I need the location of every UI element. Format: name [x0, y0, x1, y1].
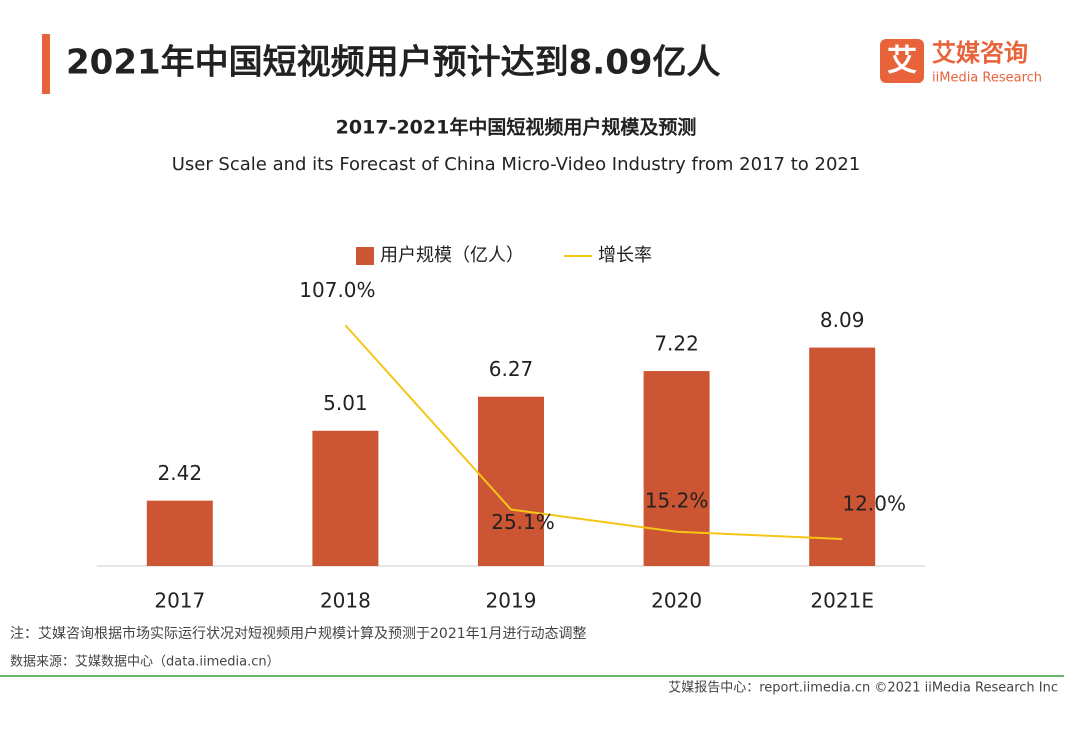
chart-subtitle: User Scale and its Forecast of China Mic… — [172, 154, 861, 175]
x-tick-label: 2021E — [810, 589, 874, 613]
line-value-label: 15.2% — [645, 488, 709, 512]
line-value-label: 107.0% — [299, 278, 375, 302]
bar-value-label: 8.09 — [820, 308, 865, 332]
logo-name: 艾媒咨询 — [932, 39, 1028, 67]
line-value-label: 25.1% — [491, 510, 555, 534]
footer: 艾媒报告中心：report.iimedia.cn ©2021 iiMedia R… — [668, 681, 1058, 696]
bar — [312, 430, 379, 566]
bar — [146, 500, 213, 566]
bar — [478, 396, 544, 566]
legend-label: 增长率 — [598, 245, 652, 266]
legend-swatch — [356, 247, 374, 265]
title-accent — [42, 34, 50, 94]
chart-title: 2017-2021年中国短视频用户规模及预测 — [336, 116, 697, 139]
line — [344, 324, 843, 540]
bar-value-label: 6.27 — [489, 357, 534, 381]
x-tick-label: 2017 — [154, 589, 205, 613]
bar — [643, 371, 710, 566]
bar-value-label: 2.42 — [158, 461, 203, 485]
line-value-label: 12.0% — [842, 492, 906, 516]
x-tick-label: 2020 — [651, 589, 702, 613]
bar-value-label: 7.22 — [654, 332, 699, 356]
logo-sub: iiMedia Research — [932, 71, 1042, 86]
page-title: 2021年中国短视频用户预计达到8.09亿人 — [66, 43, 721, 83]
x-tick-label: 2019 — [486, 589, 537, 613]
note: 注：艾媒咨询根据市场实际运行状况对短视频用户规模计算及预测于2021年1月进行动… — [10, 625, 587, 642]
bar — [809, 347, 876, 566]
logo-box — [880, 39, 924, 83]
logo-mark: 艾 — [887, 44, 917, 79]
x-tick-label: 2018 — [320, 589, 371, 613]
source: 数据来源：艾媒数据中心（data.iimedia.cn） — [10, 655, 280, 670]
bar-value-label: 5.01 — [323, 391, 368, 415]
legend-label: 用户规模（亿人） — [380, 245, 524, 266]
